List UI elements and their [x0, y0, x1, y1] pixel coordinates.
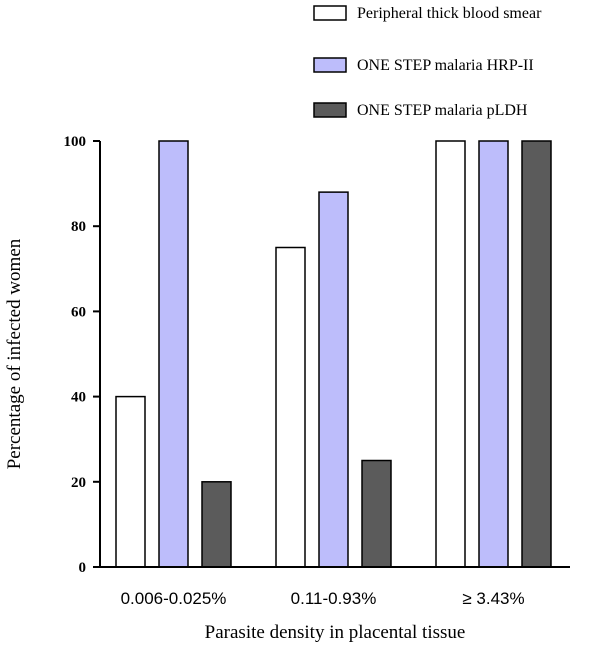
- y-tick-label-100: 100: [64, 134, 87, 150]
- y-tick-label-40: 40: [71, 390, 86, 406]
- x-tick-label-2: 0.11-0.93%: [291, 589, 377, 608]
- axes: [99, 141, 570, 568]
- bar-peripheral-thick-blood-smear-2: [275, 246, 306, 568]
- legend: Peripheral thick blood smear ONE STEP mal…: [313, 5, 542, 119]
- y-tick-label-60: 60: [71, 304, 86, 320]
- y-tick-label-20: 20: [71, 475, 86, 491]
- legend-label-peripheral-thick-blood-smear: Peripheral thick blood smear: [357, 5, 542, 22]
- legend-swatch-one-step-malaria-pldh: [313, 102, 347, 118]
- bar-one-step-malaria-pldh-2: [361, 459, 392, 568]
- bar-one-step-malaria-hrp-ii-1: [158, 140, 189, 568]
- x-axis-title: Parasite density in placental tissue: [205, 622, 466, 643]
- bar-one-step-malaria-pldh-3: [521, 140, 552, 568]
- legend-swatch-peripheral-thick-blood-smear: [313, 5, 347, 21]
- bar-one-step-malaria-pldh-1: [201, 481, 232, 568]
- y-tick-label-0: 0: [79, 560, 87, 576]
- y-tick-label-80: 80: [71, 219, 86, 235]
- bar-one-step-malaria-hrp-ii-3: [478, 140, 509, 568]
- bar-peripheral-thick-blood-smear-3: [435, 140, 466, 568]
- bars: [115, 140, 552, 568]
- legend-swatch-one-step-malaria-hrp-ii: [313, 57, 347, 73]
- bar-peripheral-thick-blood-smear-1: [115, 395, 146, 568]
- legend-label-one-step-malaria-pldh: ONE STEP malaria pLDH: [357, 102, 528, 119]
- y-axis-title: Percentage of infected women: [4, 238, 25, 469]
- legend-label-one-step-malaria-hrp-ii: ONE STEP malaria HRP-II: [357, 57, 534, 74]
- x-tick-label-1: 0.006-0.025%: [121, 589, 227, 608]
- x-tick-label-3: ≥ 3.43%: [462, 589, 524, 608]
- y-ticks: 0 20 40 60 80 100: [64, 134, 100, 576]
- x-ticks: 0.006-0.025% 0.11-0.93% ≥ 3.43%: [121, 589, 525, 608]
- bar-one-step-malaria-hrp-ii-2: [318, 191, 349, 568]
